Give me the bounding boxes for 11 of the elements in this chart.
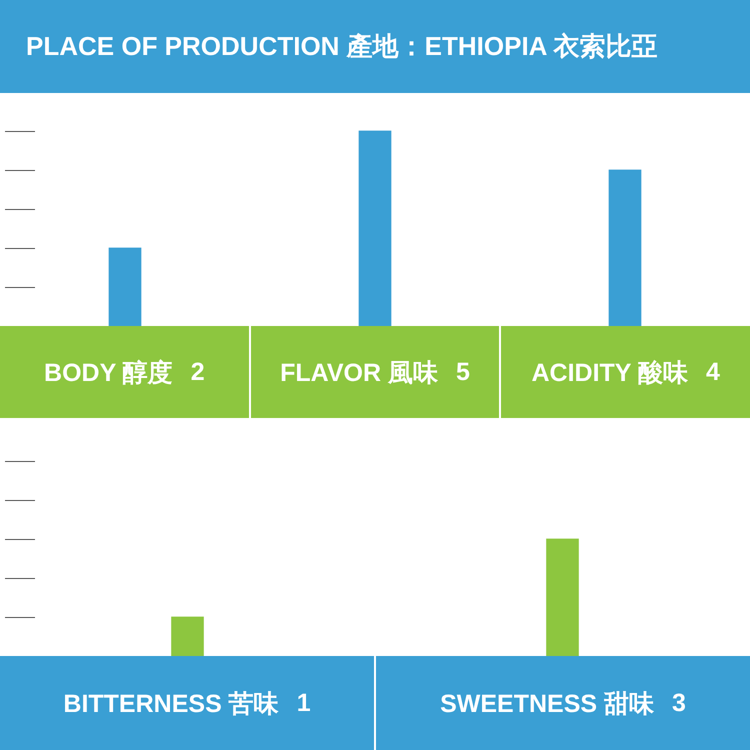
x-tick-label: SWEETNESS 甜味 — [440, 688, 654, 720]
data-label: 2 — [190, 358, 205, 386]
data-label: 3 — [672, 688, 686, 718]
x-tick-label: BITTERNESS 苦味 — [63, 688, 279, 720]
data-label: 4 — [706, 358, 720, 386]
data-label: 5 — [456, 358, 470, 386]
x-tick-label: FLAVOR 風味 — [280, 358, 438, 388]
x-tick-label: BODY 醇度 — [44, 358, 173, 388]
data-label: 1 — [296, 688, 311, 718]
chart-title: PLACE OF PRODUCTION 產地：ETHIOPIA 衣索比亞 — [0, 0, 750, 93]
x-tick-label: ACIDITY 酸味 — [531, 358, 688, 388]
